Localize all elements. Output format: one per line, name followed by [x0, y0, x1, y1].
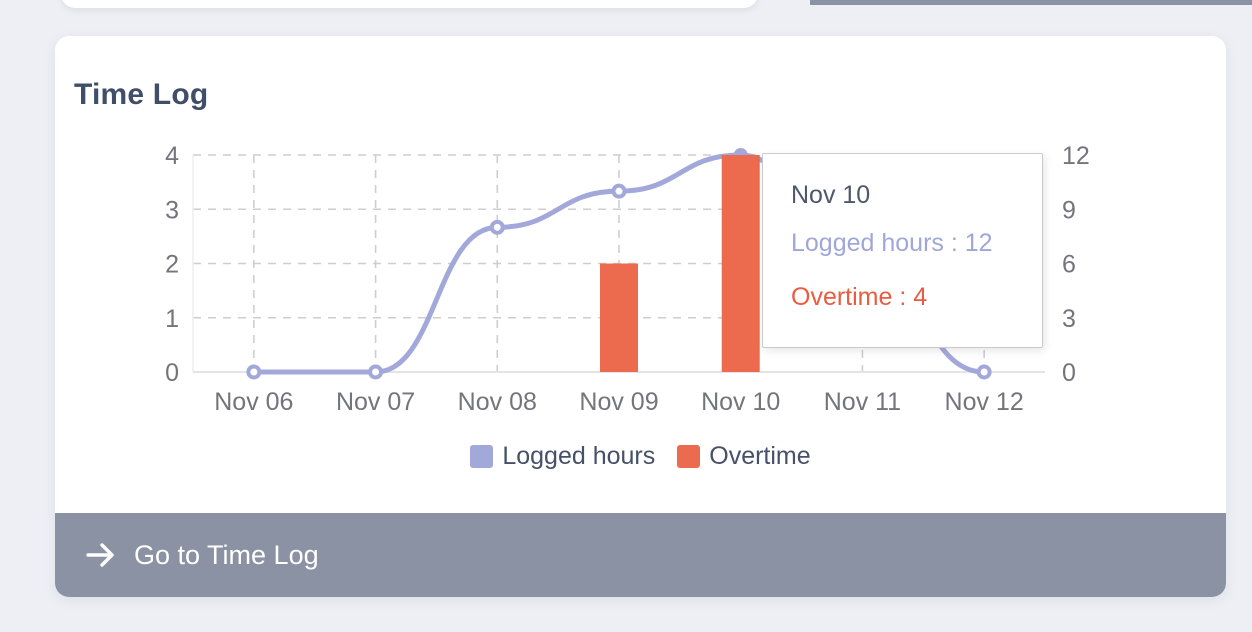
- chart-tooltip: Nov 10 Logged hours : 12 Overtime : 4: [762, 153, 1043, 348]
- legend-item-logged-hours[interactable]: Logged hours: [470, 442, 655, 471]
- y-axis-right-label: 9: [1062, 196, 1076, 224]
- line-point-marker[interactable]: [611, 183, 627, 199]
- legend-item-overtime[interactable]: Overtime: [677, 442, 811, 471]
- line-point-marker[interactable]: [489, 219, 505, 235]
- line-point-marker[interactable]: [368, 364, 384, 380]
- y-axis-right-label: 0: [1062, 359, 1076, 387]
- tooltip-item-overtime: Overtime : 4: [791, 283, 928, 311]
- footer-label: Go to Time Log: [134, 539, 319, 570]
- arrow-right-icon: [86, 543, 114, 567]
- x-axis-label: Nov 10: [701, 388, 780, 416]
- overtime-bar[interactable]: [600, 263, 638, 373]
- legend-label-logged-hours: Logged hours: [502, 442, 656, 470]
- y-axis-left-label: 4: [165, 142, 179, 170]
- time-log-card: Time Log 0 1 2 3 4 0 3 6 9 12 Nov 06 Nov 07 Nov 08 No…: [55, 36, 1226, 597]
- y-axis-left-label: 3: [165, 196, 179, 224]
- y-axis-left-label: 2: [165, 251, 179, 279]
- y-axis-right-label: 12: [1062, 142, 1090, 170]
- y-axis-left-label: 0: [165, 359, 179, 387]
- y-axis-left-label: 1: [165, 305, 179, 333]
- overtime-bar[interactable]: [721, 155, 760, 372]
- legend-swatch-logged-hours: [470, 445, 494, 468]
- x-axis-label: Nov 09: [579, 388, 658, 416]
- tooltip-item-logged-hours: Logged hours : 12: [791, 229, 993, 257]
- x-axis-label: Nov 08: [458, 388, 537, 416]
- y-axis-right-label: 3: [1062, 305, 1076, 333]
- card-above-right-edge: [810, 0, 1252, 5]
- go-to-time-log-button[interactable]: Go to Time Log: [55, 513, 1226, 597]
- x-axis-label: Nov 07: [336, 388, 415, 416]
- line-point-marker[interactable]: [976, 364, 992, 380]
- card-title: Time Log: [74, 78, 209, 111]
- y-axis-right-label: 6: [1062, 251, 1076, 279]
- x-axis-label: Nov 11: [824, 388, 901, 416]
- tooltip-title: Nov 10: [791, 181, 871, 209]
- x-axis-label: Nov 12: [945, 388, 1024, 416]
- card-above-left-edge: [61, 0, 758, 8]
- chart-legend: Logged hours Overtime: [55, 442, 1226, 471]
- legend-swatch-overtime: [677, 445, 701, 468]
- legend-label-overtime: Overtime: [709, 442, 811, 470]
- x-axis-label: Nov 06: [214, 388, 293, 416]
- line-point-marker[interactable]: [246, 364, 262, 380]
